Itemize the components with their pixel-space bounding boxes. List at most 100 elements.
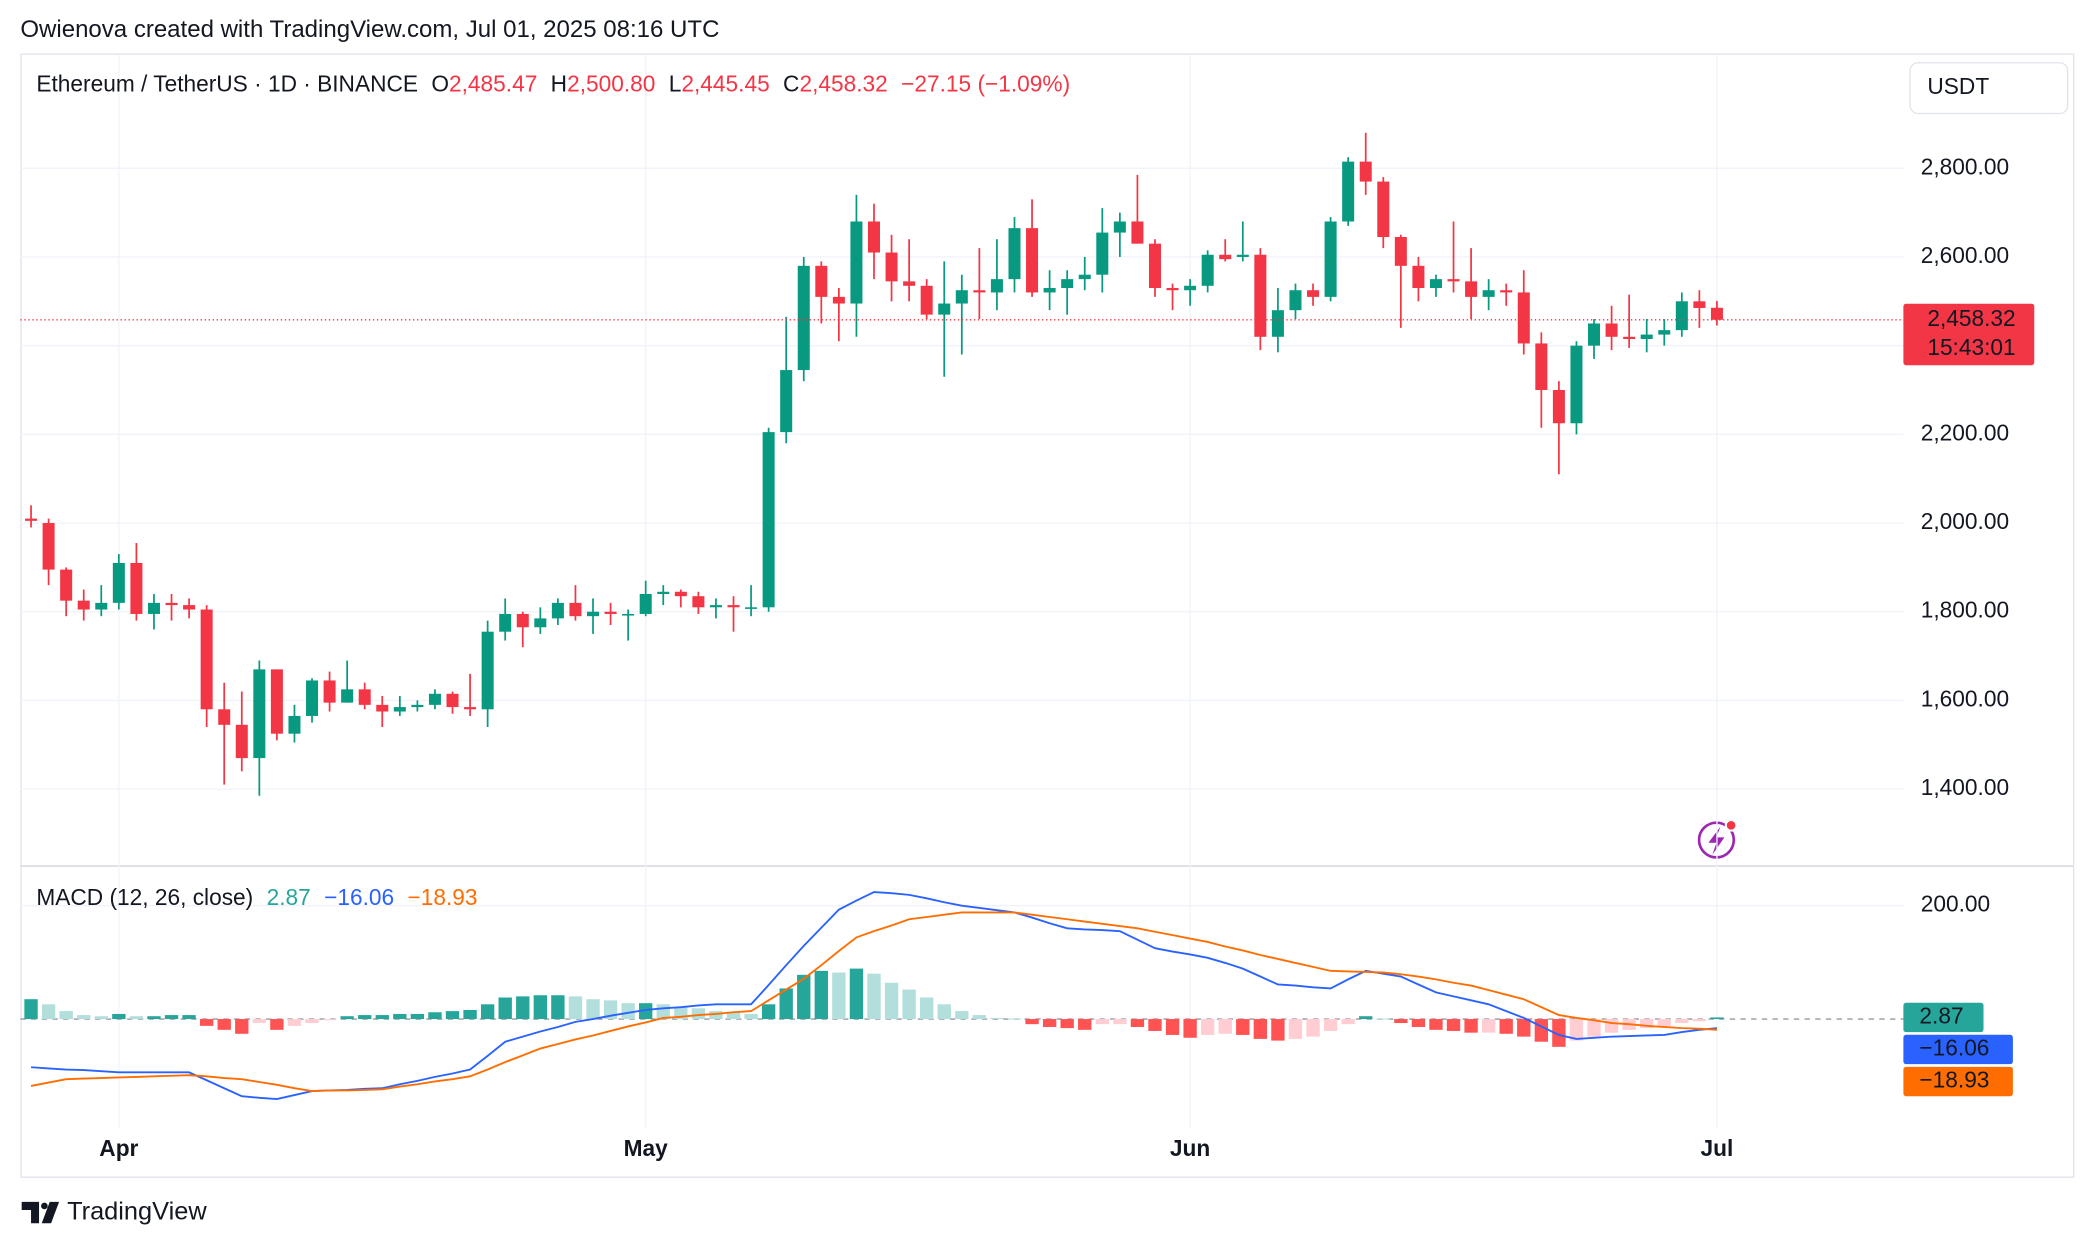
histogram-bar bbox=[1376, 1018, 1390, 1020]
candle-body bbox=[815, 265, 828, 297]
candle-body bbox=[1359, 161, 1372, 182]
candle-body bbox=[1096, 232, 1109, 275]
histogram-bar bbox=[1710, 1017, 1724, 1020]
candle-body bbox=[130, 562, 143, 614]
histogram-bar bbox=[340, 1016, 354, 1020]
candle-body bbox=[323, 680, 336, 703]
histogram-bar bbox=[709, 1011, 723, 1020]
indicator-value: −18.93 bbox=[408, 884, 478, 910]
candle-body bbox=[42, 523, 55, 570]
histogram-bar bbox=[305, 1019, 319, 1024]
currency-button[interactable] bbox=[1909, 62, 2069, 115]
candle-body bbox=[1184, 285, 1197, 291]
candle-body bbox=[516, 613, 529, 628]
candle-body bbox=[762, 432, 775, 608]
candle-body bbox=[25, 518, 38, 521]
legend-value: 2,500.80 bbox=[567, 70, 655, 96]
candle-body bbox=[1254, 254, 1267, 337]
histogram-bar bbox=[1640, 1019, 1654, 1029]
histogram-bar bbox=[94, 1016, 108, 1020]
candle-body bbox=[1324, 221, 1337, 297]
indicator-value: 2.87 bbox=[267, 884, 311, 910]
candle-body bbox=[1113, 221, 1126, 233]
histogram-bar bbox=[1042, 1019, 1057, 1027]
candle-body bbox=[165, 602, 178, 606]
candle-body bbox=[551, 602, 564, 619]
histogram-bar bbox=[1552, 1019, 1566, 1047]
histogram-bar bbox=[217, 1019, 231, 1030]
y-tick-label: 1,600.00 bbox=[1921, 685, 2009, 711]
alert-dot bbox=[1724, 818, 1738, 832]
histogram-bar bbox=[902, 989, 916, 1020]
histogram-bar bbox=[691, 1008, 706, 1020]
histogram-bar bbox=[1481, 1019, 1496, 1033]
value-badge-label: −16.06 bbox=[1919, 1034, 1989, 1060]
candle-body bbox=[1026, 228, 1039, 293]
histogram-bar bbox=[1306, 1019, 1320, 1037]
indicator-legend: MACD (12, 26, close) 2.87 −16.06 −18.93 bbox=[36, 884, 477, 910]
candle-body bbox=[1131, 221, 1144, 244]
candle-body bbox=[376, 704, 389, 712]
histogram-bar bbox=[1394, 1019, 1408, 1024]
histogram-bar bbox=[937, 1004, 951, 1020]
y-tick-label: 2,000.00 bbox=[1921, 508, 2009, 534]
candle-body bbox=[428, 693, 441, 705]
histogram-bar bbox=[955, 1011, 969, 1020]
histogram-bar bbox=[1675, 1019, 1689, 1024]
legend: Ethereum / TetherUS · 1D · BINANCE O2,485… bbox=[36, 70, 1070, 96]
histogram-bar bbox=[1288, 1019, 1303, 1039]
candle-body bbox=[481, 631, 494, 710]
histogram-bar bbox=[744, 1013, 758, 1020]
candle-body bbox=[1640, 334, 1653, 340]
candle-body bbox=[1693, 301, 1706, 308]
candle-body bbox=[1447, 279, 1460, 282]
candle-body bbox=[920, 285, 933, 315]
histogram-bar bbox=[1095, 1019, 1109, 1025]
candle-body bbox=[1605, 323, 1618, 337]
histogram-bar bbox=[1253, 1019, 1268, 1039]
candle-body bbox=[288, 715, 301, 734]
histogram-bar bbox=[1429, 1019, 1443, 1030]
y-tick-label: 200.00 bbox=[1921, 891, 1990, 917]
histogram-bar bbox=[1200, 1019, 1215, 1035]
candle-body bbox=[77, 600, 90, 610]
candle-body bbox=[1482, 290, 1495, 297]
candle-body bbox=[147, 602, 160, 614]
signal-line bbox=[30, 911, 1718, 1092]
candle-body bbox=[1394, 237, 1407, 266]
histogram-bar bbox=[463, 1009, 477, 1020]
histogram-bar bbox=[1569, 1019, 1584, 1041]
histogram-bar bbox=[1060, 1019, 1074, 1029]
histogram-bar bbox=[726, 1012, 741, 1020]
candle-body bbox=[727, 605, 740, 608]
y-tick-label: 2,200.00 bbox=[1921, 419, 2009, 445]
candle-body bbox=[95, 602, 108, 610]
candle-body bbox=[1710, 307, 1723, 320]
candle-body bbox=[358, 689, 371, 705]
candle-body bbox=[1166, 288, 1179, 291]
candle-body bbox=[604, 611, 617, 614]
candle-body bbox=[1552, 390, 1565, 424]
currency[interactable]: USDT bbox=[1927, 73, 1989, 99]
histogram-bar bbox=[972, 1015, 987, 1020]
histogram-bar bbox=[674, 1007, 688, 1020]
x-tick-label: Jun bbox=[1170, 1135, 1210, 1161]
histogram-bar bbox=[920, 997, 934, 1020]
candle-body bbox=[1148, 243, 1161, 289]
y-tick-label: 1,400.00 bbox=[1921, 774, 2009, 800]
histogram-bar bbox=[1148, 1019, 1162, 1031]
candle-body bbox=[253, 669, 266, 759]
histogram-bar bbox=[1218, 1019, 1232, 1034]
histogram-bar bbox=[199, 1019, 214, 1026]
candle-body bbox=[1588, 323, 1601, 346]
candle-body bbox=[1412, 265, 1425, 289]
price-badge-label: 2,458.32 bbox=[1927, 305, 2015, 331]
legend-key: H bbox=[551, 70, 567, 96]
legend-key: L bbox=[669, 70, 682, 96]
legend-symbol: Ethereum / TetherUS · 1D · BINANCE bbox=[36, 70, 418, 96]
histogram-bar bbox=[182, 1015, 196, 1020]
histogram-bar bbox=[358, 1015, 372, 1020]
attribution: Owienova created with TradingView.com, J… bbox=[20, 16, 719, 43]
histogram-bar bbox=[1271, 1019, 1285, 1041]
